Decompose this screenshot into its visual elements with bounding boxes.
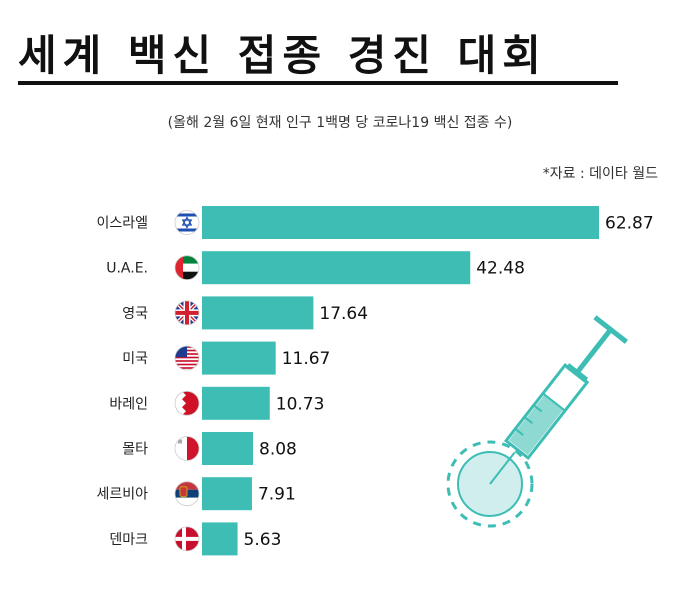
value-label: 62.87 (605, 214, 654, 234)
bars-group: 이스라엘 62.87 U.A.E. 42.48 영국 17.64 미국 11.67 바레인 10.… (96, 206, 654, 556)
category-label: 몰타 (122, 442, 148, 458)
usa-flag-icon (174, 345, 200, 371)
chart-title: 세계 백신 접종 경진 대회 (18, 31, 547, 80)
syringe-icon (446, 315, 628, 528)
category-label: 영국 (122, 306, 148, 322)
serbia-flag-icon (174, 481, 200, 507)
category-label: 바레인 (109, 396, 148, 412)
category-label: 세르비아 (96, 487, 148, 503)
value-label: 8.08 (259, 440, 297, 460)
uae-flag-icon (174, 255, 200, 281)
bar (202, 386, 270, 420)
bar (202, 206, 599, 239)
uk-flag-icon (174, 300, 200, 326)
israel-flag-icon (174, 210, 200, 235)
bar (202, 341, 276, 375)
value-label: 10.73 (276, 394, 325, 414)
bar (202, 296, 314, 330)
category-label: 덴마크 (109, 532, 148, 548)
chart-subtitle: (올해 2월 6일 현재 인구 1백명 당 코로나19 백신 접종 수) (167, 115, 513, 131)
category-label: 미국 (122, 351, 148, 367)
value-label: 17.64 (319, 304, 368, 324)
bar (202, 432, 254, 465)
title-underline (18, 81, 618, 85)
value-label: 11.67 (282, 349, 331, 369)
value-label: 7.91 (258, 485, 296, 505)
category-label: 이스라엘 (96, 216, 148, 232)
source-note: *자료 : 데이타 월드 (542, 166, 658, 182)
bar (202, 477, 252, 511)
value-label: 5.63 (244, 530, 282, 550)
malta-flag-icon (174, 436, 200, 461)
denmark-flag-icon (174, 526, 200, 552)
bar (202, 251, 471, 285)
category-label: U.A.E. (106, 261, 148, 277)
value-label: 42.48 (476, 259, 525, 279)
bahrain-flag-icon (174, 390, 200, 416)
bar (202, 522, 238, 556)
